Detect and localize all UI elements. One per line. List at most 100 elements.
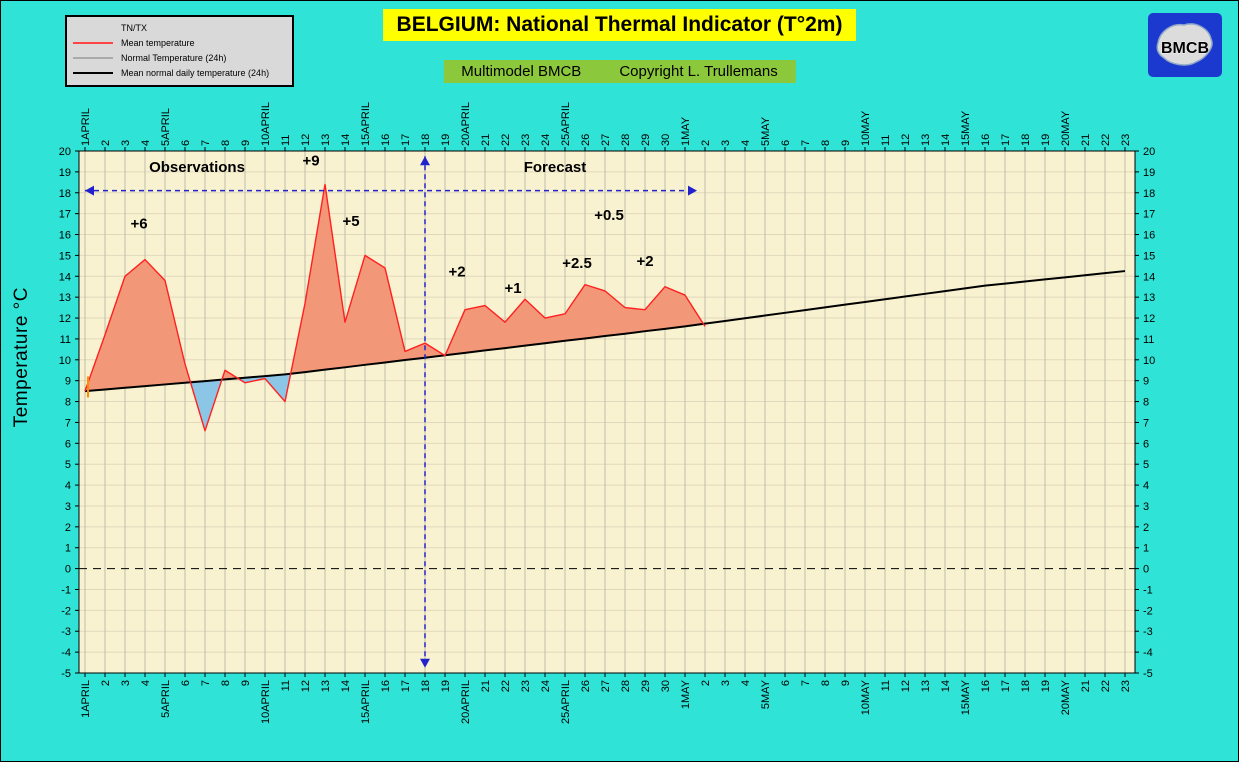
x-axis-label-bottom: 8 bbox=[820, 680, 832, 686]
x-axis-label-bottom: 17 bbox=[400, 680, 412, 692]
y-axis-label-left: 20 bbox=[59, 146, 71, 158]
forecast-label: Forecast bbox=[524, 159, 587, 176]
legend: TN/TX Mean temperature Normal Temperature … bbox=[65, 15, 294, 87]
subtitle-copyright: Copyright L. Trullemans bbox=[619, 63, 778, 80]
y-axis-label-left: -2 bbox=[61, 605, 71, 617]
y-axis-label-left: 17 bbox=[59, 209, 71, 221]
x-axis-label-bottom: 15APRIL bbox=[360, 680, 372, 724]
legend-line-swatch bbox=[73, 41, 113, 44]
arrowhead bbox=[85, 185, 94, 196]
x-axis-label-bottom: 18 bbox=[420, 680, 432, 692]
x-axis-label-bottom: 10APRIL bbox=[260, 680, 272, 724]
y-axis-title: Temperature °C bbox=[11, 287, 32, 428]
normal-temperature-line bbox=[84, 270, 1126, 393]
subtitle-model: Multimodel BMCB bbox=[461, 63, 582, 80]
y-axis-label-left: 16 bbox=[59, 230, 71, 242]
x-axis-label-bottom: 21 bbox=[1080, 680, 1092, 692]
y-axis-label-right: 7 bbox=[1143, 417, 1149, 429]
x-axis-label-bottom: 1MAY bbox=[680, 679, 692, 709]
y-axis-label-left: -4 bbox=[61, 647, 71, 659]
y-axis-label-left: 14 bbox=[59, 271, 71, 283]
x-axis-label-top: 22 bbox=[500, 134, 512, 146]
x-axis-label-top: 27 bbox=[600, 134, 612, 146]
x-axis-label-bottom: 25APRIL bbox=[560, 680, 572, 724]
plot-background bbox=[79, 151, 1135, 673]
x-axis-label-top: 8 bbox=[820, 140, 832, 146]
observations-label: Observations bbox=[149, 159, 245, 176]
x-axis-label-top: 6 bbox=[180, 140, 192, 146]
x-axis-label-top: 20APRIL bbox=[460, 102, 472, 146]
x-axis-label-top: 9 bbox=[240, 140, 252, 146]
x-axis-label-bottom: 14 bbox=[340, 680, 352, 692]
x-axis-label-bottom: 8 bbox=[220, 680, 232, 686]
x-axis-label-top: 10MAY bbox=[860, 110, 872, 146]
y-axis-label-left: 1 bbox=[65, 543, 71, 555]
x-axis-label-top: 25APRIL bbox=[560, 102, 572, 146]
x-axis-label-top: 4 bbox=[740, 140, 752, 146]
x-axis-label-top: 2 bbox=[100, 140, 112, 146]
anomaly-annotation: +0.5 bbox=[594, 207, 624, 224]
y-axis-label-right: 2 bbox=[1143, 522, 1149, 534]
y-axis-label-right: 8 bbox=[1143, 397, 1149, 409]
x-axis-label-top: 29 bbox=[640, 134, 652, 146]
y-axis-label-left: 13 bbox=[59, 292, 71, 304]
x-axis-label-top: 22 bbox=[1100, 134, 1112, 146]
x-axis-label-top: 24 bbox=[540, 134, 552, 146]
legend-label: TN/TX bbox=[121, 22, 147, 33]
y-axis-label-right: 5 bbox=[1143, 459, 1149, 471]
x-axis-label-top: 19 bbox=[440, 134, 452, 146]
x-axis-label-top: 7 bbox=[200, 140, 212, 146]
y-axis-label-left: -1 bbox=[61, 584, 71, 596]
y-axis-label-right: 3 bbox=[1143, 501, 1149, 513]
y-axis-label-right: 16 bbox=[1143, 230, 1155, 242]
x-axis-label-top: 11 bbox=[880, 135, 892, 146]
y-axis-label-right: 10 bbox=[1143, 355, 1155, 367]
x-axis-label-top: 16 bbox=[380, 134, 392, 146]
x-axis-label-top: 1MAY bbox=[680, 116, 692, 146]
x-axis-label-bottom: 21 bbox=[480, 680, 492, 692]
x-axis-label-top: 5APRIL bbox=[160, 108, 172, 146]
x-axis-label-top: 18 bbox=[420, 134, 432, 146]
y-axis-label-right: -1 bbox=[1143, 584, 1153, 596]
y-axis-label-left: 11 bbox=[60, 334, 71, 346]
x-axis-label-bottom: 22 bbox=[1100, 680, 1112, 692]
warm-anomaly-fill bbox=[290, 184, 445, 374]
x-axis-label-top: 12 bbox=[900, 134, 912, 146]
x-axis-label-bottom: 11 bbox=[880, 680, 892, 691]
x-axis-label-top: 9 bbox=[840, 140, 852, 146]
y-axis-label-left: 0 bbox=[65, 564, 71, 576]
y-axis-label-left: -3 bbox=[61, 626, 71, 638]
page-title: BELGIUM: National Thermal Indicator (T°2… bbox=[382, 9, 857, 41]
x-axis-label-bottom: 5APRIL bbox=[160, 680, 172, 718]
x-axis-label-top: 14 bbox=[340, 134, 352, 146]
x-axis-label-bottom: 20APRIL bbox=[460, 680, 472, 724]
arrowhead bbox=[420, 658, 430, 668]
x-axis-label-bottom: 2 bbox=[100, 680, 112, 686]
y-axis-label-right: 0 bbox=[1143, 564, 1149, 576]
x-axis-label-top: 21 bbox=[480, 134, 492, 146]
y-axis-label-right: 6 bbox=[1143, 438, 1149, 450]
x-axis-label-bottom: 28 bbox=[620, 680, 632, 692]
x-axis-label-bottom: 16 bbox=[980, 680, 992, 692]
legend-line-swatch bbox=[73, 56, 113, 59]
anomaly-annotation: +5 bbox=[342, 213, 359, 230]
x-axis-label-top: 20MAY bbox=[1060, 110, 1072, 146]
x-axis-label-top: 10APRIL bbox=[260, 102, 272, 146]
x-axis-label-top: 14 bbox=[940, 134, 952, 146]
x-axis-label-bottom: 30 bbox=[660, 680, 672, 692]
x-axis-label-top: 13 bbox=[920, 134, 932, 146]
y-axis-label-right: 1 bbox=[1143, 543, 1149, 555]
x-axis-label-bottom: 13 bbox=[320, 680, 332, 692]
x-axis-label-bottom: 3 bbox=[720, 680, 732, 686]
x-axis-label-top: 2 bbox=[700, 140, 712, 146]
x-axis-label-bottom: 1APRIL bbox=[80, 680, 92, 718]
x-axis-label-top: 15APRIL bbox=[360, 102, 372, 146]
y-axis-label-right: 15 bbox=[1143, 250, 1155, 262]
y-axis-label-right: 20 bbox=[1143, 146, 1155, 158]
y-axis-label-left: 5 bbox=[65, 459, 71, 471]
y-axis-label-right: 17 bbox=[1143, 209, 1155, 221]
x-axis-label-bottom: 9 bbox=[240, 680, 252, 686]
x-axis-label-top: 13 bbox=[320, 134, 332, 146]
